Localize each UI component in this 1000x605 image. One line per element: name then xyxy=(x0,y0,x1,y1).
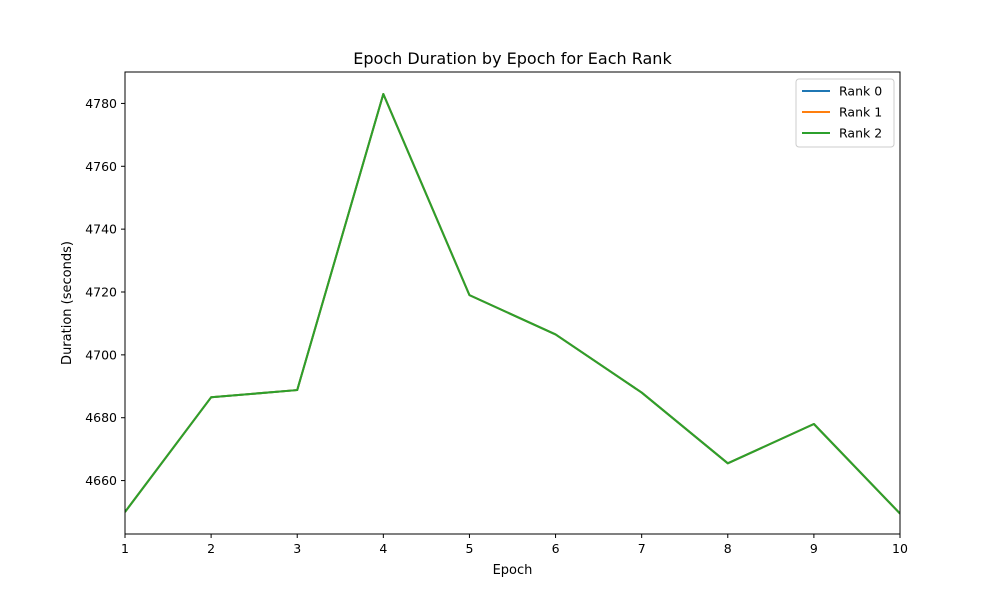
y-tick-label: 4680 xyxy=(85,410,117,425)
x-tick-label: 6 xyxy=(552,541,560,556)
plot-frame xyxy=(124,71,901,535)
y-axis-label: Duration (seconds) xyxy=(60,241,75,365)
x-tick-label: 8 xyxy=(724,541,732,556)
legend-label-rank-2: Rank 2 xyxy=(839,126,882,141)
legend-box xyxy=(795,78,895,148)
x-axis-label: Epoch xyxy=(493,563,533,578)
x-tick-label: 3 xyxy=(293,541,301,556)
y-tick-label: 4780 xyxy=(85,96,117,111)
x-tick-label: 10 xyxy=(892,541,908,556)
x-tick-label: 9 xyxy=(810,541,818,556)
x-tick-label: 7 xyxy=(638,541,646,556)
legend-label-rank-1: Rank 1 xyxy=(839,105,882,120)
plot-area xyxy=(125,93,900,515)
x-tick-label: 1 xyxy=(121,541,129,556)
x-tick-label: 2 xyxy=(207,541,215,556)
chart-title: Epoch Duration by Epoch for Each Rank xyxy=(353,49,672,68)
legend-label-rank-0: Rank 0 xyxy=(839,84,882,99)
y-tick-label: 4660 xyxy=(85,473,117,488)
x-tick-label: 4 xyxy=(379,541,387,556)
y-tick-label: 4700 xyxy=(85,347,117,362)
series-line-rank-2 xyxy=(125,93,900,515)
series-line-rank-1 xyxy=(125,93,900,515)
y-tick-label: 4740 xyxy=(85,222,117,237)
series-line-rank-0 xyxy=(125,93,900,515)
x-tick-label: 5 xyxy=(465,541,473,556)
y-tick-label: 4760 xyxy=(85,159,117,174)
axes: 1 2 3 4 5 6 7 8 9 10 4660 4680 4700 4720 4740 4760 4780 xyxy=(85,71,908,556)
y-tick-label: 4720 xyxy=(85,285,117,300)
legend: Rank 0 Rank 1 Rank 2 xyxy=(795,78,895,148)
